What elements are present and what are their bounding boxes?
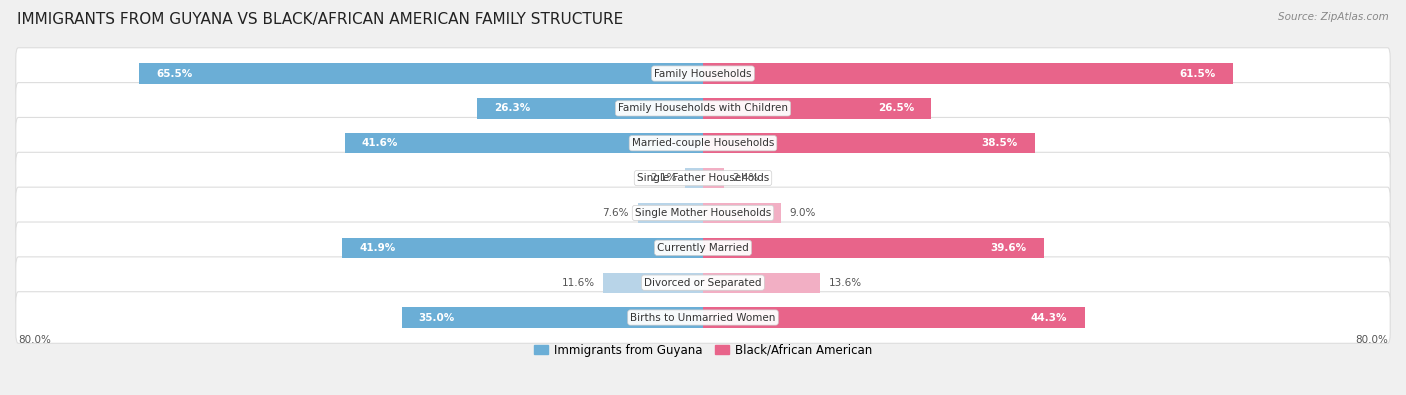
Text: 38.5%: 38.5% (981, 138, 1018, 148)
Text: 13.6%: 13.6% (828, 278, 862, 288)
FancyBboxPatch shape (15, 152, 1391, 204)
Text: Family Households with Children: Family Households with Children (619, 103, 787, 113)
Bar (703, 98, 931, 118)
Legend: Immigrants from Guyana, Black/African American: Immigrants from Guyana, Black/African Am… (530, 339, 876, 361)
Bar (703, 238, 1045, 258)
FancyBboxPatch shape (15, 292, 1391, 343)
Bar (703, 203, 780, 223)
FancyBboxPatch shape (15, 187, 1391, 239)
Text: 41.9%: 41.9% (360, 243, 395, 253)
Text: 65.5%: 65.5% (156, 69, 193, 79)
Text: 2.4%: 2.4% (733, 173, 759, 183)
Text: Family Households: Family Households (654, 69, 752, 79)
Text: 11.6%: 11.6% (561, 278, 595, 288)
Bar (703, 64, 1233, 84)
Bar (344, 133, 703, 153)
Bar (603, 273, 703, 293)
Text: 44.3%: 44.3% (1031, 312, 1067, 322)
Text: 7.6%: 7.6% (602, 208, 628, 218)
Text: 2.1%: 2.1% (650, 173, 676, 183)
Text: Married-couple Households: Married-couple Households (631, 138, 775, 148)
Bar (637, 203, 703, 223)
Bar (477, 98, 703, 118)
Bar (139, 64, 703, 84)
Text: 26.3%: 26.3% (494, 103, 530, 113)
FancyBboxPatch shape (15, 257, 1391, 308)
Text: 26.5%: 26.5% (877, 103, 914, 113)
Bar (703, 273, 820, 293)
FancyBboxPatch shape (15, 48, 1391, 99)
Text: Single Mother Households: Single Mother Households (636, 208, 770, 218)
Text: Divorced or Separated: Divorced or Separated (644, 278, 762, 288)
Text: 35.0%: 35.0% (419, 312, 456, 322)
Text: 39.6%: 39.6% (991, 243, 1026, 253)
Text: 9.0%: 9.0% (789, 208, 815, 218)
Bar (342, 238, 703, 258)
FancyBboxPatch shape (15, 83, 1391, 134)
Text: Single Father Households: Single Father Households (637, 173, 769, 183)
FancyBboxPatch shape (15, 222, 1391, 274)
Bar (402, 307, 703, 327)
Text: Currently Married: Currently Married (657, 243, 749, 253)
Text: IMMIGRANTS FROM GUYANA VS BLACK/AFRICAN AMERICAN FAMILY STRUCTURE: IMMIGRANTS FROM GUYANA VS BLACK/AFRICAN … (17, 12, 623, 27)
Text: 41.6%: 41.6% (361, 138, 398, 148)
Bar (703, 133, 1035, 153)
FancyBboxPatch shape (15, 117, 1391, 169)
Bar (703, 307, 1084, 327)
Text: Source: ZipAtlas.com: Source: ZipAtlas.com (1278, 12, 1389, 22)
Text: Births to Unmarried Women: Births to Unmarried Women (630, 312, 776, 322)
Text: 61.5%: 61.5% (1180, 69, 1215, 79)
Bar (703, 168, 724, 188)
Bar (685, 168, 703, 188)
Text: 80.0%: 80.0% (18, 335, 51, 345)
Text: 80.0%: 80.0% (1355, 335, 1388, 345)
